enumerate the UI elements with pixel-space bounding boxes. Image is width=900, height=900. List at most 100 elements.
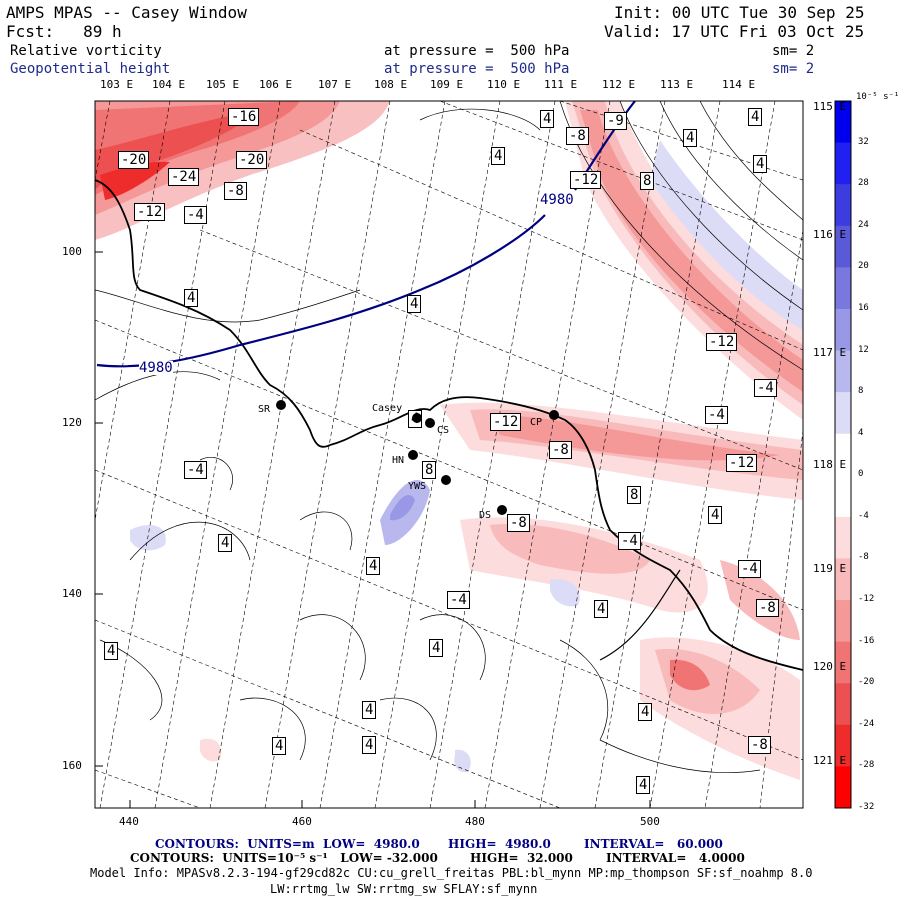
colorbar-label: -28: [858, 760, 875, 771]
vorticity-contour-label: -20: [118, 151, 150, 169]
footer-height-contours: CONTOURS: UNITS=m LOW= 4980.0: [155, 837, 420, 851]
valid-time: Valid: 17 UTC Fri 03 Oct 25: [604, 22, 865, 41]
colorbar-unit: 10⁻⁵ s⁻¹: [856, 92, 900, 102]
x-tick-480: 480: [465, 815, 485, 828]
plot-frame: [94, 100, 804, 809]
station-marker-casey: [412, 413, 422, 423]
lon-label-111: 111 E: [544, 78, 578, 91]
station-marker-YWS: [441, 475, 451, 485]
vorticity-contour-label: -8: [566, 127, 589, 145]
station-label-SR: SR: [258, 404, 271, 415]
colorbar-swatch: [835, 433, 851, 476]
vorticity-contour-label: -8: [507, 514, 530, 532]
colorbar-label: -12: [858, 594, 875, 605]
colorbar-label: 28: [858, 178, 869, 189]
vorticity-contour-label: 4: [184, 289, 199, 307]
vorticity-contour-label: 4: [540, 110, 555, 128]
colorbar-swatch: [835, 142, 851, 185]
colorbar-swatch: [835, 516, 851, 559]
vorticity-contour-label: 8: [640, 172, 655, 190]
vorticity-contour-label: -4: [738, 560, 761, 578]
colorbar-label: 24: [858, 219, 869, 230]
vorticity-contour-label: -4: [754, 379, 777, 397]
colorbar-swatch: [835, 641, 851, 684]
x-tick-500: 500: [640, 815, 660, 828]
lon-label-104: 104 E: [152, 78, 186, 91]
vorticity-contour-label: 4: [708, 506, 723, 524]
vorticity-contour-label: 4: [753, 155, 768, 173]
field1-smoothing: sm= 2: [772, 43, 815, 59]
vorticity-contour-label: -9: [604, 112, 627, 130]
footer-vort-interval: INTERVAL= 4.0000: [606, 851, 745, 865]
lon-label-118: 118 E: [813, 458, 847, 471]
vorticity-contour-label: 4: [362, 701, 377, 719]
vorticity-contour-label: -12: [706, 333, 738, 351]
height-label-east: 4980: [540, 192, 574, 208]
vorticity-contour-label: 4: [638, 703, 653, 721]
vorticity-contour-label: -12: [134, 203, 166, 221]
lon-label-116: 116 E: [813, 228, 847, 241]
station-marker-SR: [276, 400, 286, 410]
vorticity-contour-label: 8: [627, 486, 642, 504]
lon-label-117: 117 E: [813, 346, 847, 359]
vorticity-contour-label: -24: [168, 168, 200, 186]
station-label-YWS: YWS: [408, 481, 427, 492]
forecast-hour: Fcst: 89 h: [6, 22, 122, 41]
colorbar-swatch: [835, 683, 851, 726]
lon-label-107: 107 E: [318, 78, 352, 91]
height-label-west: 4980: [139, 360, 173, 376]
colorbar-label: 32: [858, 136, 869, 147]
footer-height-interval: INTERVAL= 60.000: [584, 837, 723, 851]
colorbar-swatch: [835, 225, 851, 268]
station-marker-HN: [408, 450, 418, 460]
vorticity-contour-label: -20: [236, 151, 268, 169]
station-label-casey: Casey: [372, 403, 403, 414]
vorticity-contour-label: 4: [362, 736, 377, 754]
colorbar-label: 4: [858, 427, 864, 438]
colorbar-swatch: [835, 350, 851, 393]
lon-label-110: 110 E: [487, 78, 521, 91]
lon-label-112: 112 E: [602, 78, 636, 91]
colorbar-label: 16: [858, 302, 869, 313]
lon-label-113: 113 E: [660, 78, 694, 91]
field1-name: Relative vorticity: [10, 43, 162, 59]
station-marker-CP: [549, 410, 559, 420]
vorticity-contour-label: -8: [549, 441, 572, 459]
x-tick-440: 440: [119, 815, 139, 828]
colorbar-label: 12: [858, 344, 869, 355]
colorbar-swatch: [835, 184, 851, 227]
colorbar: [834, 100, 852, 809]
vorticity-contour-label: -4: [184, 206, 207, 224]
colorbar-label: 20: [858, 261, 869, 272]
colorbar-label: -24: [858, 718, 875, 729]
vorticity-contour-label: -8: [748, 736, 771, 754]
field1-level: at pressure = 500 hPa: [384, 43, 570, 59]
vorticity-contour-label: 4: [366, 557, 381, 575]
field2-name: Geopotential height: [10, 61, 171, 77]
y-tick-140: 140: [62, 587, 82, 600]
y-tick-160: 160: [62, 759, 82, 772]
y-tick-120: 120: [62, 416, 82, 429]
station-label-DS: DS: [479, 510, 492, 521]
vorticity-contour-label: 4: [272, 737, 287, 755]
colorbar-label: -16: [858, 635, 875, 646]
vorticity-contour-label: 4: [748, 108, 763, 126]
lon-label-121: 121 E: [813, 754, 847, 767]
vorticity-contour-label: -12: [570, 171, 602, 189]
vorticity-contour-label: 4: [104, 642, 119, 660]
station-label-HN: HN: [392, 455, 405, 466]
lon-label-103: 103 E: [100, 78, 134, 91]
lon-label-108: 108 E: [374, 78, 408, 91]
colorbar-swatch: [835, 766, 851, 809]
footer-vort-high: HIGH= 32.000: [470, 851, 573, 865]
station-label-CS: CS: [437, 425, 450, 436]
lon-label-109: 109 E: [430, 78, 464, 91]
vorticity-contour-label: -16: [228, 108, 260, 126]
vorticity-contour-label: -4: [618, 532, 641, 550]
lon-label-106: 106 E: [259, 78, 293, 91]
colorbar-label: 8: [858, 386, 864, 397]
lon-label-105: 105 E: [206, 78, 240, 91]
colorbar-swatch: [835, 101, 851, 144]
vorticity-contour-label: 4: [407, 295, 422, 313]
colorbar-swatch: [835, 308, 851, 352]
